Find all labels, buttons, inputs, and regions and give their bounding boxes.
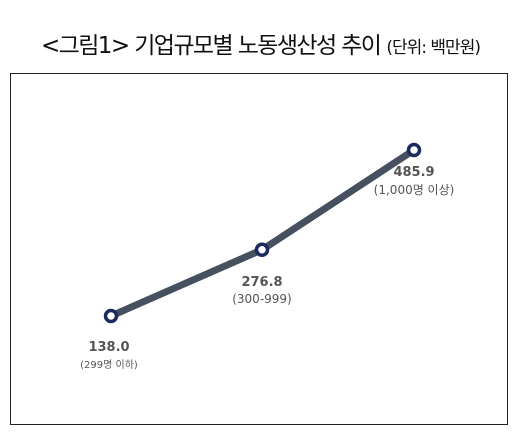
category-label-1: (300-999) <box>232 292 292 306</box>
data-point-2 <box>406 142 422 158</box>
chart-title: <그림1> 기업규모별 노동생산성 추이 (단위: 백만원) <box>0 26 521 60</box>
data-label-1: 276.8 <box>241 275 282 290</box>
data-point-0 <box>103 308 119 324</box>
chart-frame <box>10 73 508 425</box>
label-layer: 138.0 (299명 이하) 276.8 (300-999) 485.9 (1,000명… <box>80 165 454 371</box>
data-label-0: 138.0 <box>88 340 129 355</box>
chart-title-main: <그림1> 기업규모별 노동생산성 추이 <box>41 33 382 59</box>
chart-unit-label: (단위: 백만원) <box>386 38 481 58</box>
data-label-2: 485.9 <box>393 165 434 180</box>
category-label-2: (1,000명 이상) <box>374 183 455 197</box>
data-point-1 <box>254 242 270 258</box>
category-label-0: (299명 이하) <box>80 358 138 371</box>
point-layer <box>103 142 422 324</box>
